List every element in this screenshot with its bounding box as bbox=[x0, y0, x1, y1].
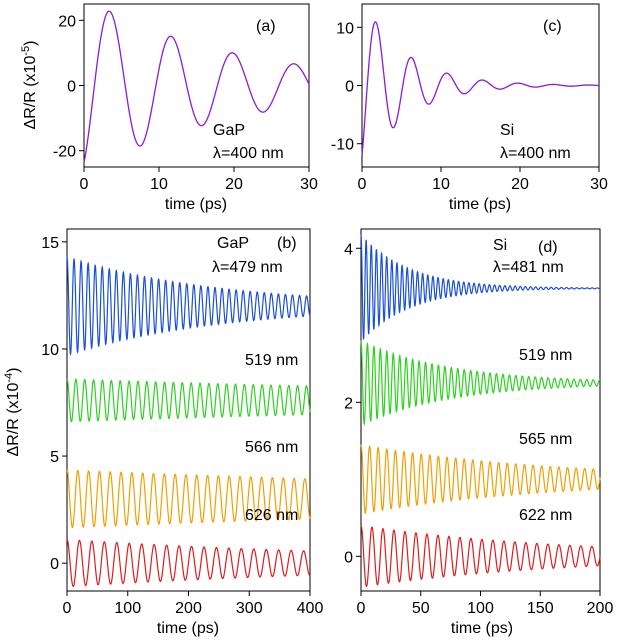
panel-d: 0 50 100 150 200 0 2 4 time (ps) (d) Si … bbox=[344, 228, 614, 637]
panel-d-series-line-622nm bbox=[360, 525, 601, 588]
panel-d-y-tick: 0 bbox=[344, 549, 353, 566]
panel-b-x-tick: 300 bbox=[236, 600, 263, 617]
panel-d-label: (d) bbox=[538, 239, 558, 256]
panel-c-x-axis-label: time (ps) bbox=[449, 196, 511, 213]
panel-b-x-tick: 200 bbox=[175, 600, 202, 617]
panel-d-x-tick: 200 bbox=[587, 600, 614, 617]
panel-a-x-tick: 0 bbox=[80, 176, 89, 193]
panel-b-y-label-exponent: -4 bbox=[3, 373, 15, 383]
panel-c-x-tick: 0 bbox=[358, 176, 367, 193]
panel-c: 0 10 20 30 -10 0 10 time (ps) (c) Si λ=4… bbox=[331, 3, 608, 213]
panel-d-y-tick: 4 bbox=[344, 241, 353, 258]
panel-d-y-ticks: 0 2 4 bbox=[344, 241, 353, 566]
panel-a-series-line bbox=[83, 10, 310, 163]
panel-a-y-label-text: ΔR/R (x10 bbox=[22, 56, 39, 130]
panel-b-label: (b) bbox=[277, 235, 297, 252]
panel-b-label-519nm: 519 nm bbox=[245, 352, 298, 369]
panel-a-x-tick: 30 bbox=[300, 176, 318, 193]
panel-b-label-626nm: 626 nm bbox=[245, 507, 298, 524]
panel-b-y-label-close: ) bbox=[5, 368, 22, 373]
panel-b-series-line-566nm bbox=[66, 469, 311, 529]
panel-a-y-label-exponent: -5 bbox=[20, 46, 32, 56]
panel-d-series-line-481nm bbox=[360, 234, 600, 340]
panel-d-x-ticks: 0 50 100 150 200 bbox=[357, 600, 614, 617]
panel-a-y-tick: 20 bbox=[58, 13, 76, 30]
panel-c-y-tick: 0 bbox=[345, 79, 354, 96]
panel-a-x-tick: 10 bbox=[150, 176, 168, 193]
panel-d-x-tick: 100 bbox=[467, 600, 494, 617]
panel-d-y-tick: 2 bbox=[344, 395, 353, 412]
panel-d-x-tick: 0 bbox=[357, 600, 366, 617]
panel-a-label: (a) bbox=[256, 18, 276, 35]
panel-d-series-line-565nm bbox=[360, 444, 601, 515]
panel-c-x-tick: 10 bbox=[432, 176, 450, 193]
panel-b-x-tick: 0 bbox=[63, 600, 72, 617]
panel-c-series-line bbox=[361, 21, 600, 156]
panel-c-x-ticks: 0 10 20 30 bbox=[358, 176, 608, 193]
panel-a: 0 10 20 30 -20 0 20 time (ps) ΔR/R (x10-… bbox=[20, 3, 318, 213]
panel-a-x-tick: 20 bbox=[225, 176, 243, 193]
panel-d-x-tick: 150 bbox=[527, 600, 554, 617]
panel-b-x-tick: 400 bbox=[297, 600, 324, 617]
panel-b-y-axis-label: ΔR/R (x10-4) bbox=[3, 368, 22, 457]
panel-b-series-line-479nm bbox=[66, 256, 311, 356]
panel-c-material: Si bbox=[500, 122, 514, 139]
panel-b-label-479nm: λ=479 nm bbox=[212, 259, 283, 276]
panel-a-x-axis-label: time (ps) bbox=[165, 196, 227, 213]
panel-a-material: GaP bbox=[213, 122, 245, 139]
panel-b: 0 100 200 300 400 0 5 10 15 time (ps) ΔR… bbox=[3, 228, 324, 637]
panel-a-x-ticks: 0 10 20 30 bbox=[80, 176, 318, 193]
panel-c-y-tick: -10 bbox=[331, 137, 354, 154]
panel-c-y-tick: 10 bbox=[336, 20, 354, 37]
panel-a-y-tick: -20 bbox=[53, 144, 76, 161]
panel-b-material: GaP bbox=[217, 235, 249, 252]
panel-a-y-label-close: ) bbox=[22, 41, 39, 46]
panel-b-y-tick: 10 bbox=[41, 342, 59, 359]
panel-b-x-axis-label: time (ps) bbox=[157, 620, 219, 637]
panel-d-label-519nm: 519 nm bbox=[519, 347, 572, 364]
panel-b-series-line-519nm bbox=[66, 378, 311, 423]
panel-d-label-481nm: λ=481 nm bbox=[493, 259, 564, 276]
panel-b-y-tick: 0 bbox=[50, 556, 59, 573]
panel-c-x-tick: 30 bbox=[590, 176, 608, 193]
panel-b-label-566nm: 566 nm bbox=[245, 439, 298, 456]
panel-b-series-line-626nm bbox=[66, 539, 311, 587]
panel-c-x-tick: 20 bbox=[511, 176, 529, 193]
panel-c-wavelength: λ=400 nm bbox=[500, 145, 571, 162]
panel-b-y-tick: 5 bbox=[50, 449, 59, 466]
panel-a-wavelength: λ=400 nm bbox=[213, 145, 284, 162]
panel-d-series-line-519nm bbox=[360, 340, 601, 426]
panel-d-label-565nm: 565 nm bbox=[519, 431, 572, 448]
panel-b-y-label-text: ΔR/R (x10 bbox=[5, 383, 22, 457]
panel-b-y-ticks: 0 5 10 15 bbox=[41, 235, 59, 573]
panel-c-y-ticks: -10 0 10 bbox=[331, 20, 354, 153]
panel-a-y-tick: 0 bbox=[67, 79, 76, 96]
panel-d-x-axis-label: time (ps) bbox=[451, 620, 513, 637]
panel-b-x-tick: 100 bbox=[114, 600, 141, 617]
panel-d-label-622nm: 622 nm bbox=[519, 507, 572, 524]
panel-d-x-tick: 50 bbox=[412, 600, 430, 617]
panel-d-material: Si bbox=[493, 237, 507, 254]
panel-a-y-axis-label: ΔR/R (x10-5) bbox=[20, 41, 39, 130]
panel-a-y-ticks: -20 0 20 bbox=[53, 13, 76, 160]
panel-b-x-ticks: 0 100 200 300 400 bbox=[63, 600, 324, 617]
panel-b-y-tick: 15 bbox=[41, 235, 59, 252]
panel-c-label: (c) bbox=[543, 18, 562, 35]
